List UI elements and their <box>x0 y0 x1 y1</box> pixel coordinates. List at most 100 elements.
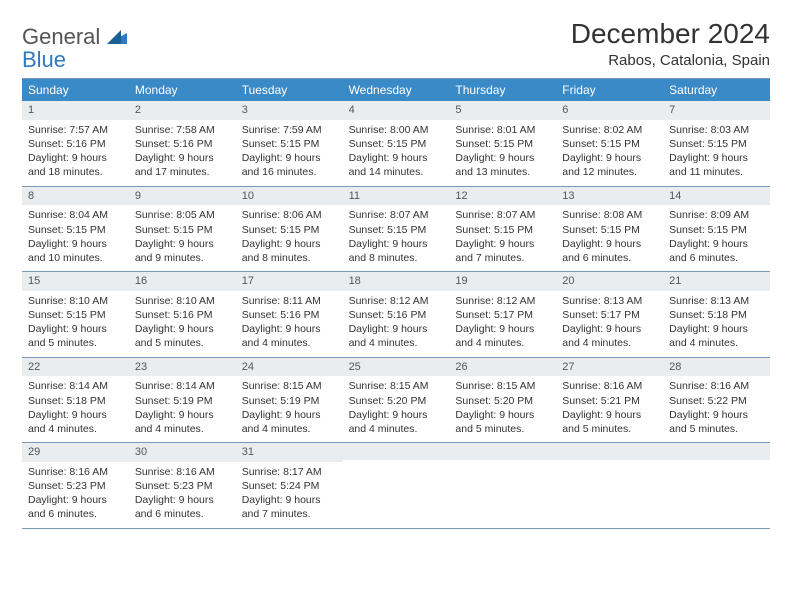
day-body: Sunrise: 8:09 AMSunset: 5:15 PMDaylight:… <box>663 205 770 271</box>
daylight-line2: and 7 minutes. <box>242 507 337 521</box>
title-block: December 2024 Rabos, Catalonia, Spain <box>571 18 770 69</box>
sunset-line: Sunset: 5:20 PM <box>455 394 550 408</box>
sunset-line: Sunset: 5:15 PM <box>349 223 444 237</box>
day-cell: 7Sunrise: 8:03 AMSunset: 5:15 PMDaylight… <box>663 101 770 186</box>
day-number: 9 <box>129 187 236 206</box>
sunrise-line: Sunrise: 8:01 AM <box>455 123 550 137</box>
day-number: 27 <box>556 358 663 377</box>
daylight-line2: and 5 minutes. <box>455 422 550 436</box>
sunrise-line: Sunrise: 8:14 AM <box>135 379 230 393</box>
sunset-line: Sunset: 5:15 PM <box>669 137 764 151</box>
day-body: Sunrise: 8:03 AMSunset: 5:15 PMDaylight:… <box>663 120 770 186</box>
sunset-line: Sunset: 5:15 PM <box>455 137 550 151</box>
daylight-line2: and 6 minutes. <box>28 507 123 521</box>
sunrise-line: Sunrise: 8:04 AM <box>28 208 123 222</box>
sunset-line: Sunset: 5:15 PM <box>562 223 657 237</box>
day-number: 17 <box>236 272 343 291</box>
daylight-line1: Daylight: 9 hours <box>562 237 657 251</box>
day-cell: 27Sunrise: 8:16 AMSunset: 5:21 PMDayligh… <box>556 358 663 443</box>
week-row: 22Sunrise: 8:14 AMSunset: 5:18 PMDayligh… <box>22 358 770 444</box>
day-number: 13 <box>556 187 663 206</box>
daylight-line1: Daylight: 9 hours <box>669 237 764 251</box>
daylight-line2: and 7 minutes. <box>455 251 550 265</box>
week-row: 15Sunrise: 8:10 AMSunset: 5:15 PMDayligh… <box>22 272 770 358</box>
sunrise-line: Sunrise: 8:09 AM <box>669 208 764 222</box>
day-body: Sunrise: 8:15 AMSunset: 5:19 PMDaylight:… <box>236 376 343 442</box>
sunrise-line: Sunrise: 8:11 AM <box>242 294 337 308</box>
sunrise-line: Sunrise: 8:10 AM <box>28 294 123 308</box>
day-body: Sunrise: 7:57 AMSunset: 5:16 PMDaylight:… <box>22 120 129 186</box>
daylight-line2: and 14 minutes. <box>349 165 444 179</box>
day-body: Sunrise: 8:01 AMSunset: 5:15 PMDaylight:… <box>449 120 556 186</box>
day-number <box>556 443 663 460</box>
day-body: Sunrise: 8:10 AMSunset: 5:16 PMDaylight:… <box>129 291 236 357</box>
logo-mark-icon <box>107 30 127 49</box>
sunset-line: Sunset: 5:15 PM <box>28 223 123 237</box>
sunset-line: Sunset: 5:16 PM <box>28 137 123 151</box>
day-body <box>663 460 770 506</box>
weeks-container: 1Sunrise: 7:57 AMSunset: 5:16 PMDaylight… <box>22 101 770 529</box>
day-body: Sunrise: 8:02 AMSunset: 5:15 PMDaylight:… <box>556 120 663 186</box>
daylight-line2: and 4 minutes. <box>349 336 444 350</box>
daylight-line2: and 10 minutes. <box>28 251 123 265</box>
weekday-header: Sunday <box>22 79 129 101</box>
day-cell: 28Sunrise: 8:16 AMSunset: 5:22 PMDayligh… <box>663 358 770 443</box>
day-body: Sunrise: 8:16 AMSunset: 5:23 PMDaylight:… <box>129 462 236 528</box>
day-number: 28 <box>663 358 770 377</box>
day-body: Sunrise: 7:58 AMSunset: 5:16 PMDaylight:… <box>129 120 236 186</box>
daylight-line1: Daylight: 9 hours <box>669 322 764 336</box>
sunrise-line: Sunrise: 8:02 AM <box>562 123 657 137</box>
daylight-line2: and 6 minutes. <box>562 251 657 265</box>
daylight-line1: Daylight: 9 hours <box>135 151 230 165</box>
sunset-line: Sunset: 5:15 PM <box>28 308 123 322</box>
logo-word1: General <box>22 24 100 49</box>
logo-word2: Blue <box>22 47 66 72</box>
daylight-line1: Daylight: 9 hours <box>242 237 337 251</box>
day-number: 6 <box>556 101 663 120</box>
day-number: 29 <box>22 443 129 462</box>
sunrise-line: Sunrise: 8:08 AM <box>562 208 657 222</box>
day-body: Sunrise: 8:14 AMSunset: 5:18 PMDaylight:… <box>22 376 129 442</box>
daylight-line1: Daylight: 9 hours <box>562 151 657 165</box>
day-number: 30 <box>129 443 236 462</box>
day-number: 2 <box>129 101 236 120</box>
weekday-header: Friday <box>556 79 663 101</box>
day-cell: 20Sunrise: 8:13 AMSunset: 5:17 PMDayligh… <box>556 272 663 357</box>
day-number: 4 <box>343 101 450 120</box>
day-number: 8 <box>22 187 129 206</box>
sunrise-line: Sunrise: 8:05 AM <box>135 208 230 222</box>
day-number: 23 <box>129 358 236 377</box>
day-number: 3 <box>236 101 343 120</box>
day-body: Sunrise: 8:14 AMSunset: 5:19 PMDaylight:… <box>129 376 236 442</box>
logo-text-block: General Blue <box>22 26 127 72</box>
daylight-line1: Daylight: 9 hours <box>455 237 550 251</box>
day-cell: 26Sunrise: 8:15 AMSunset: 5:20 PMDayligh… <box>449 358 556 443</box>
daylight-line1: Daylight: 9 hours <box>242 408 337 422</box>
day-body: Sunrise: 8:11 AMSunset: 5:16 PMDaylight:… <box>236 291 343 357</box>
day-cell: 29Sunrise: 8:16 AMSunset: 5:23 PMDayligh… <box>22 443 129 528</box>
daylight-line1: Daylight: 9 hours <box>28 322 123 336</box>
daylight-line1: Daylight: 9 hours <box>135 322 230 336</box>
week-row: 1Sunrise: 7:57 AMSunset: 5:16 PMDaylight… <box>22 101 770 187</box>
sunset-line: Sunset: 5:17 PM <box>562 308 657 322</box>
weekday-header: Wednesday <box>343 79 450 101</box>
sunrise-line: Sunrise: 7:57 AM <box>28 123 123 137</box>
daylight-line2: and 6 minutes. <box>135 507 230 521</box>
sunset-line: Sunset: 5:15 PM <box>242 223 337 237</box>
day-body <box>449 460 556 506</box>
day-cell: 12Sunrise: 8:07 AMSunset: 5:15 PMDayligh… <box>449 187 556 272</box>
sunset-line: Sunset: 5:15 PM <box>349 137 444 151</box>
sunrise-line: Sunrise: 8:15 AM <box>455 379 550 393</box>
day-number: 21 <box>663 272 770 291</box>
day-number: 5 <box>449 101 556 120</box>
sunset-line: Sunset: 5:23 PM <box>28 479 123 493</box>
day-body: Sunrise: 8:06 AMSunset: 5:15 PMDaylight:… <box>236 205 343 271</box>
daylight-line1: Daylight: 9 hours <box>455 322 550 336</box>
day-cell <box>556 443 663 528</box>
day-cell: 21Sunrise: 8:13 AMSunset: 5:18 PMDayligh… <box>663 272 770 357</box>
sunrise-line: Sunrise: 8:15 AM <box>242 379 337 393</box>
day-body: Sunrise: 8:16 AMSunset: 5:23 PMDaylight:… <box>22 462 129 528</box>
day-number: 10 <box>236 187 343 206</box>
sunset-line: Sunset: 5:22 PM <box>669 394 764 408</box>
day-body: Sunrise: 8:17 AMSunset: 5:24 PMDaylight:… <box>236 462 343 528</box>
